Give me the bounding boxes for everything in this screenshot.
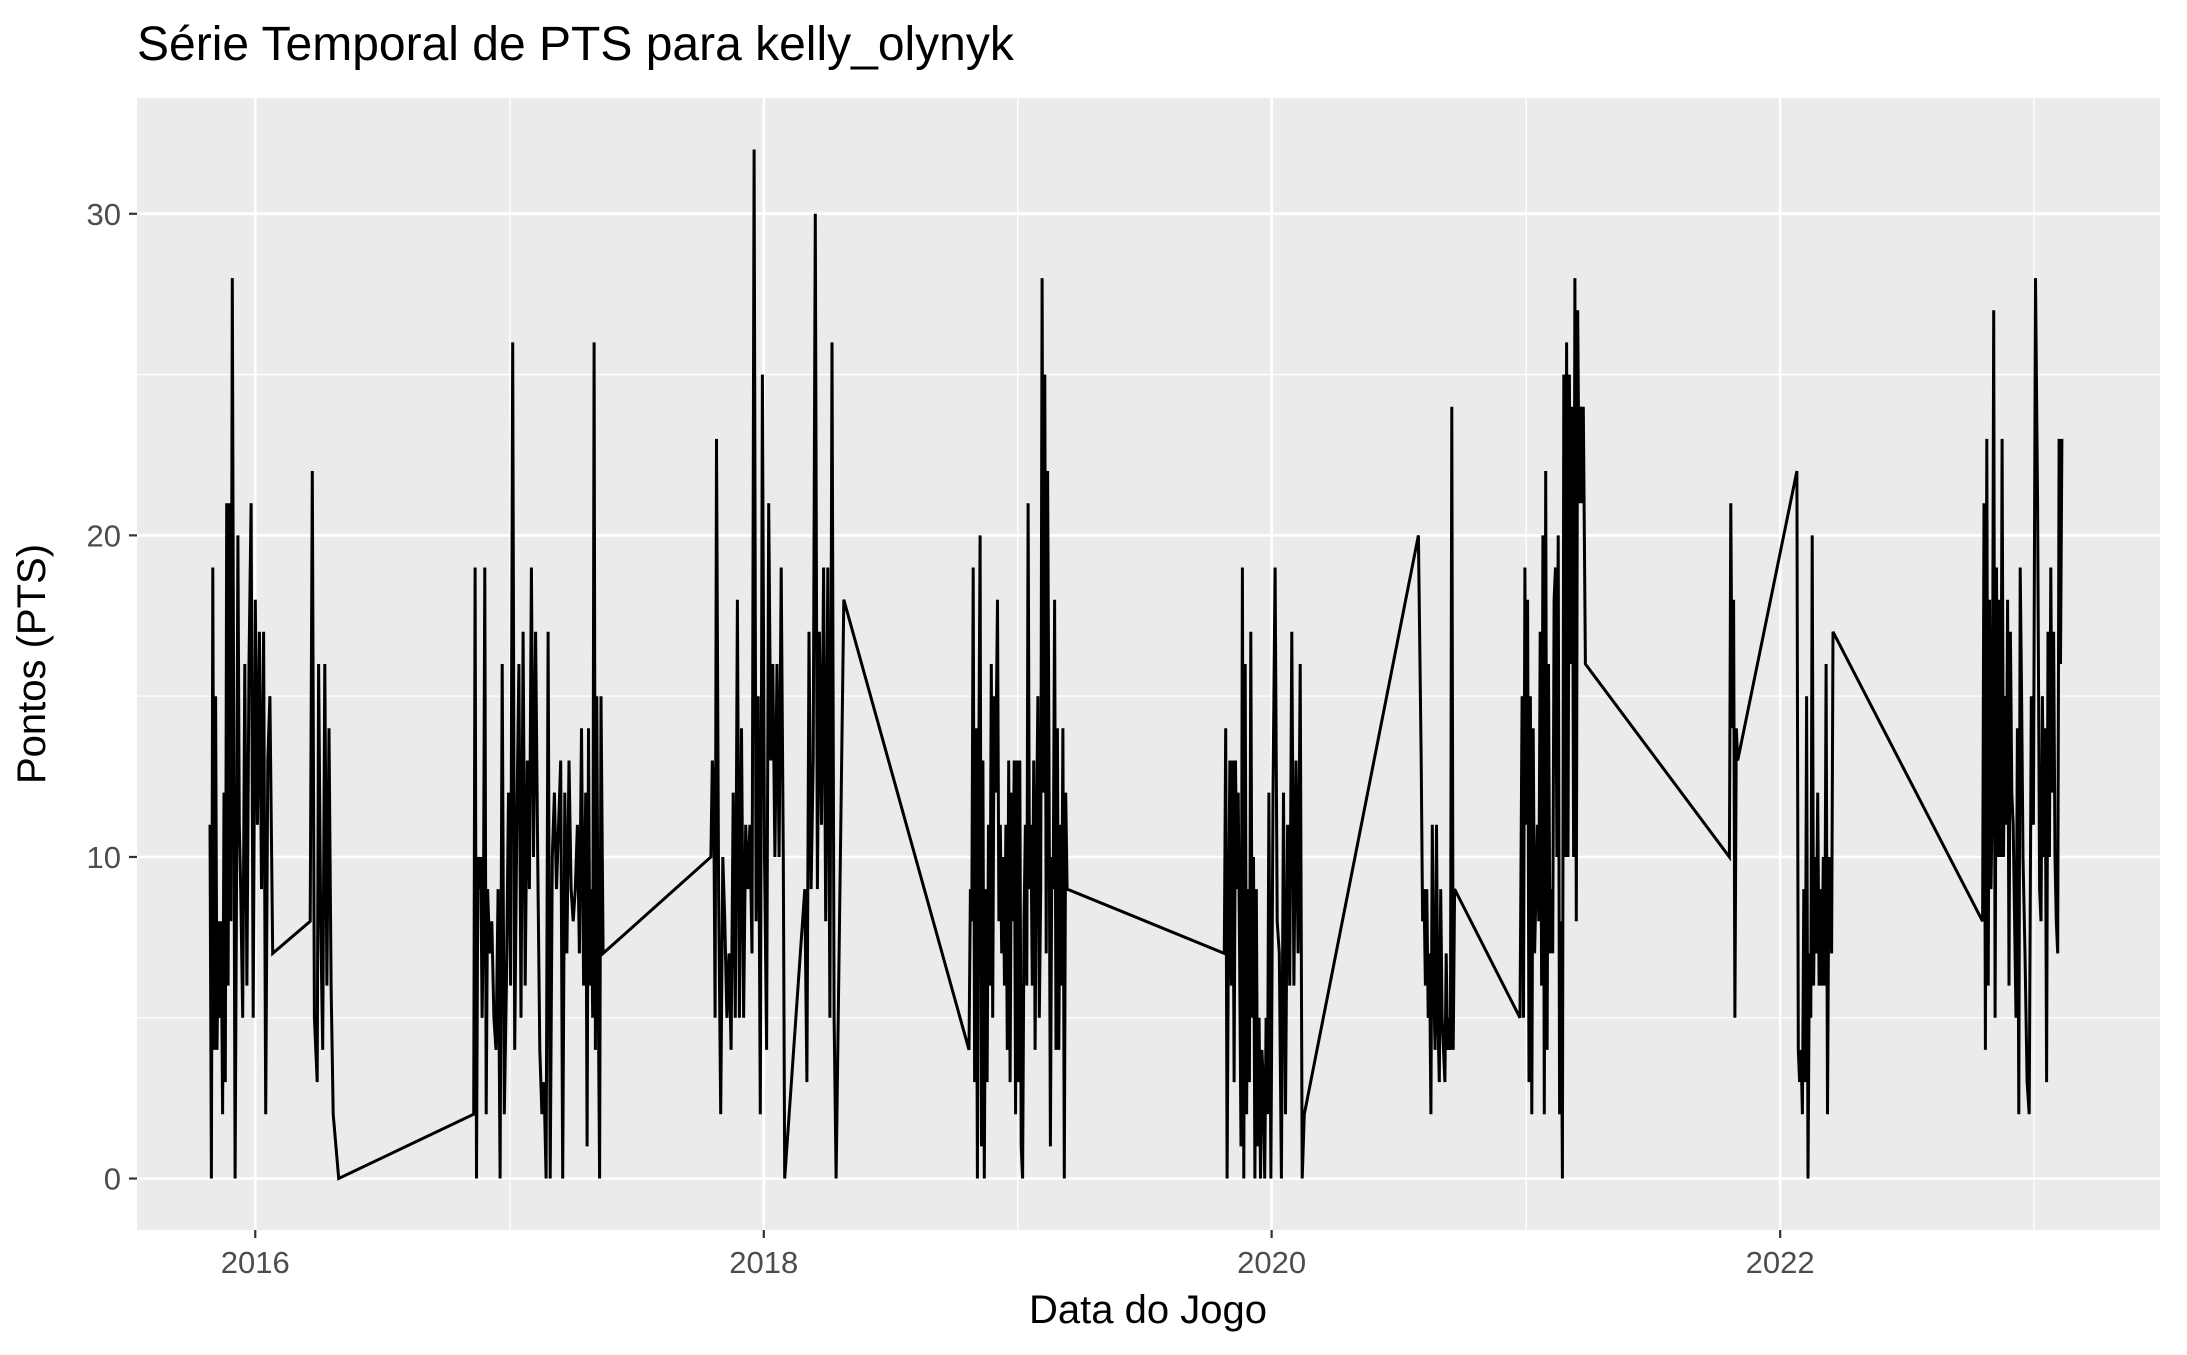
series-layer — [208, 149, 2064, 1181]
y-tick-label: 10 — [87, 840, 121, 875]
x-tick-label: 2020 — [1237, 1245, 1306, 1280]
y-tick-label: 0 — [104, 1162, 121, 1197]
y-axis: 0 10 20 30 — [87, 197, 137, 1197]
x-tick-label: 2022 — [1746, 1245, 1815, 1280]
x-tick-label: 2016 — [221, 1245, 290, 1280]
plot-panel — [137, 98, 2160, 1230]
x-axis: 2016 2018 2020 2022 — [221, 1230, 1815, 1280]
y-tick-label: 20 — [87, 518, 121, 553]
chart-title: Série Temporal de PTS para kelly_olynyk — [137, 18, 1015, 71]
x-tick-label: 2018 — [729, 1245, 798, 1280]
y-axis-label: Pontos (PTS) — [10, 544, 54, 784]
series-line — [208, 149, 2064, 1181]
y-tick-label: 30 — [87, 197, 121, 232]
x-axis-label: Data do Jogo — [1029, 1288, 1267, 1332]
